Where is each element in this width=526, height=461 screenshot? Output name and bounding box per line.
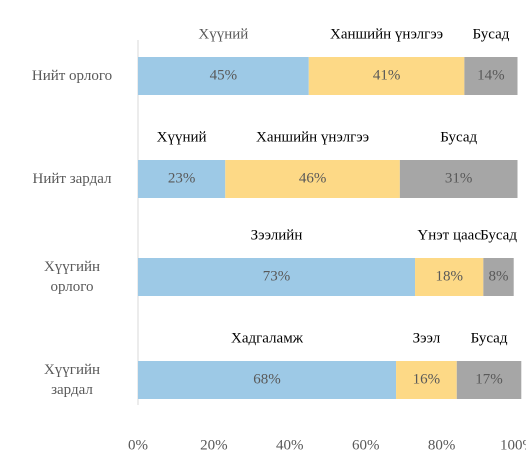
bar-segment [483, 258, 514, 296]
bar-segment [308, 57, 465, 95]
value-label: 46% [299, 170, 327, 186]
segment-label: Бусад [471, 330, 508, 346]
value-label: 31% [445, 170, 473, 186]
bar-segment [138, 361, 397, 399]
value-label: 14% [477, 67, 505, 83]
bar-segment [399, 160, 518, 198]
segment-label: Бусад [480, 227, 517, 243]
value-label: 23% [168, 170, 196, 186]
segment-label: Үнэт цаас [417, 227, 481, 243]
category-label: Нийт орлого [31, 68, 113, 84]
value-label: 45% [210, 67, 238, 83]
category-label: Хүүгийн зардал [43, 362, 101, 398]
segment-label: Зээлийн [251, 227, 303, 243]
x-tick-label: 40% [276, 437, 304, 453]
value-label: 8% [489, 268, 509, 284]
value-label: 73% [263, 268, 291, 284]
category-label: Хүүгийн орлого [43, 259, 101, 295]
segment-label: Бусад [472, 26, 509, 42]
segment-label: Ханшийн үнэлгээ [256, 129, 369, 145]
segment-label: Хүүний [157, 129, 207, 145]
x-tick-label: 80% [428, 437, 456, 453]
bar-segment [138, 258, 416, 296]
segment-label: Зээл [413, 330, 441, 346]
segment-label: Хадгаламж [231, 330, 304, 346]
value-label: 16% [413, 371, 441, 387]
category-label: Нийт зардал [32, 171, 112, 187]
x-tick-label: 60% [352, 437, 380, 453]
bar-segment [464, 57, 518, 95]
bar-segment [225, 160, 400, 198]
value-label: 17% [475, 371, 503, 387]
value-label: 41% [373, 67, 401, 83]
value-label: 68% [253, 371, 281, 387]
x-tick-label: 100% [500, 437, 526, 453]
bar-segment [138, 160, 226, 198]
segment-label: Бусад [440, 129, 477, 145]
segment-label: Хүүний [198, 26, 248, 42]
x-tick-label: 20% [200, 437, 228, 453]
value-label: 18% [435, 268, 463, 284]
bar-segment [456, 361, 522, 399]
x-tick-label: 0% [128, 437, 148, 453]
bar-segment [415, 258, 484, 296]
bar-segment [138, 57, 309, 95]
segment-label: Ханшийн үнэлгээ [330, 26, 443, 42]
bar-segment [396, 361, 457, 399]
